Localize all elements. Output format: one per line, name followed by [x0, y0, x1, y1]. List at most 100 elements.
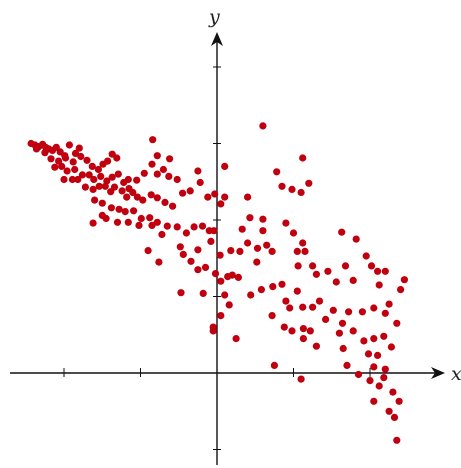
data-point — [166, 155, 174, 163]
data-point — [380, 332, 388, 340]
data-point — [246, 214, 254, 222]
data-point — [148, 221, 156, 229]
data-point — [204, 193, 212, 201]
data-point — [216, 251, 224, 259]
y-axis-arrowhead — [211, 32, 223, 46]
data-point — [125, 185, 133, 193]
data-point — [91, 196, 99, 204]
data-point — [393, 319, 401, 327]
data-point — [397, 286, 405, 294]
data-point — [381, 365, 389, 373]
data-point — [225, 301, 233, 309]
data-point — [367, 262, 376, 270]
data-point — [315, 297, 324, 305]
data-point — [345, 308, 353, 316]
data-point — [362, 252, 370, 260]
data-point — [289, 229, 298, 237]
data-point — [338, 228, 346, 236]
data-point — [343, 361, 351, 369]
data-point — [390, 413, 399, 421]
data-point — [293, 247, 301, 255]
data-point — [395, 397, 403, 405]
data-point — [236, 247, 244, 255]
data-point — [207, 237, 215, 245]
data-point — [280, 323, 288, 331]
data-point — [338, 319, 347, 327]
data-point — [199, 289, 207, 297]
data-point — [113, 218, 122, 226]
data-point — [97, 172, 105, 180]
data-point — [301, 247, 309, 255]
data-point — [299, 303, 307, 311]
data-point — [194, 246, 202, 254]
data-point — [110, 183, 119, 191]
data-point — [95, 182, 103, 190]
data-point — [55, 157, 63, 165]
data-point — [349, 276, 357, 284]
data-point — [221, 162, 229, 170]
data-point — [74, 175, 82, 184]
data-point — [385, 300, 393, 308]
data-point — [89, 185, 97, 193]
data-point — [179, 189, 187, 197]
data-point — [244, 193, 252, 201]
data-point — [196, 178, 204, 187]
data-point — [113, 154, 121, 162]
x-axis-arrowhead — [431, 367, 445, 379]
data-point — [186, 187, 194, 195]
data-point — [293, 287, 301, 295]
data-point — [85, 171, 93, 179]
data-point — [374, 267, 382, 275]
data-point — [221, 193, 229, 201]
data-point — [107, 204, 115, 212]
data-point — [329, 306, 337, 314]
data-point — [153, 194, 161, 202]
data-point — [268, 312, 276, 320]
data-point — [253, 244, 262, 252]
data-point — [41, 149, 49, 157]
data-point — [381, 267, 389, 275]
data-point — [211, 190, 219, 198]
data-point — [366, 377, 374, 385]
data-point — [101, 182, 109, 190]
data-point — [305, 179, 313, 187]
data-point — [159, 165, 167, 174]
data-point — [400, 276, 408, 284]
data-point — [71, 165, 79, 174]
data-point — [124, 218, 132, 226]
data-point — [221, 291, 229, 299]
data-point — [278, 182, 286, 190]
data-point — [135, 221, 143, 229]
data-point — [190, 223, 198, 231]
data-point — [282, 219, 290, 227]
data-point — [370, 397, 378, 405]
data-point — [165, 172, 173, 180]
data-point — [393, 436, 401, 444]
data-point — [108, 173, 116, 181]
data-point — [232, 335, 240, 343]
data-point — [375, 382, 383, 390]
data-point — [149, 136, 157, 144]
data-point — [306, 327, 314, 335]
data-point — [286, 304, 294, 312]
data-point — [263, 241, 271, 249]
data-point — [268, 247, 276, 255]
data-point — [211, 270, 220, 278]
data-point — [123, 193, 131, 201]
data-point — [121, 208, 129, 216]
data-point — [139, 196, 147, 204]
data-point — [370, 304, 378, 312]
data-point — [297, 375, 305, 383]
data-point — [217, 200, 225, 208]
data-point — [90, 175, 98, 184]
data-point — [217, 277, 225, 285]
data-point — [282, 297, 290, 305]
data-point — [177, 289, 185, 297]
data-point — [61, 154, 70, 162]
data-point — [88, 162, 96, 170]
y-axis-label: y — [208, 6, 220, 28]
data-point — [77, 152, 85, 161]
data-point — [234, 273, 242, 281]
data-point — [78, 171, 86, 179]
data-point — [217, 312, 225, 320]
